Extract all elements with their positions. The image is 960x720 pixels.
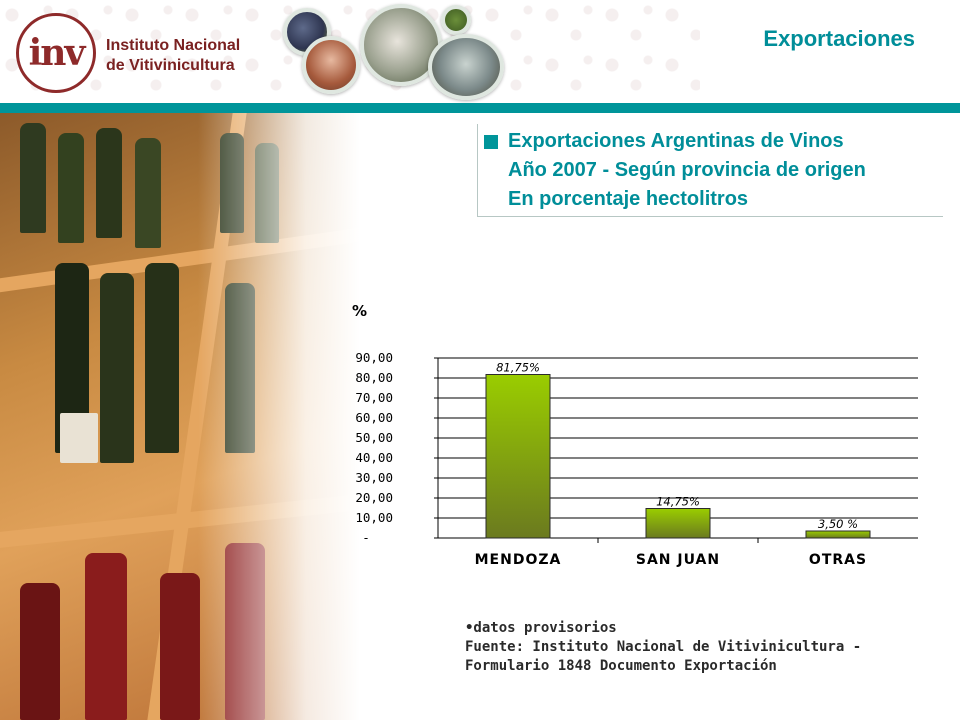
y-tick-label: 90,00 <box>355 350 393 365</box>
x-tick-label: OTRAS <box>809 552 867 568</box>
unit-label: % <box>352 302 367 320</box>
note-form: Formulario 1848 Documento Exportación <box>465 658 777 674</box>
data-label: 3,50 % <box>818 517 858 531</box>
y-tick-label: 30,00 <box>355 470 393 485</box>
title-bullet <box>484 135 498 149</box>
org-name-line1: Instituto Nacional <box>106 37 241 54</box>
y-tick-label: 70,00 <box>355 390 393 405</box>
bar-chart: % - 10,00 20,00 30,00 40,00 50,00 60,00 70,00 80,… <box>352 302 918 568</box>
y-tick-label: - <box>362 530 370 545</box>
chart-title-box: Exportaciones Argentinas de Vinos Año 20… <box>477 124 943 217</box>
org-name: Instituto Nacional de Vitivinicultura <box>106 36 240 76</box>
photo-fade <box>0 113 360 720</box>
y-tick-label: 60,00 <box>355 410 393 425</box>
note-source: Fuente: Instituto Nacional de Vitivinicu… <box>465 639 862 655</box>
chart-title-line1: Exportaciones Argentinas de Vinos <box>508 130 844 152</box>
data-label: 14,75% <box>656 495 700 509</box>
harvest-photo <box>428 34 504 100</box>
wine-cellar-photo <box>0 113 360 720</box>
inv-logo: inv <box>16 13 96 93</box>
x-tick-label: MENDOZA <box>475 552 562 568</box>
x-tick-label: SAN JUAN <box>636 552 720 568</box>
org-name-line2: de Vitivinicultura <box>106 57 235 74</box>
note-provisional: •datos provisorios <box>465 620 617 636</box>
leaf-photo <box>441 5 471 35</box>
lab-photo <box>302 36 360 94</box>
chart-title-line2: Año 2007 - Según provincia de origen <box>508 159 866 181</box>
header: inv Instituto Nacional de Vitivinicultur… <box>0 0 960 103</box>
y-tick-label: 20,00 <box>355 490 393 505</box>
y-tick-label: 10,00 <box>355 510 393 525</box>
data-label: 81,75% <box>496 361 540 375</box>
bar-otras <box>805 530 871 539</box>
chart-title-line3: En porcentaje hectolitros <box>508 188 749 210</box>
logo-letters: inv <box>28 32 86 74</box>
source-notes: •datos provisorios Fuente: Instituto Nac… <box>465 619 861 676</box>
y-tick-label: 50,00 <box>355 430 393 445</box>
bar-mendoza <box>485 374 551 539</box>
chart-title: Exportaciones Argentinas de Vinos Año 20… <box>508 127 866 214</box>
section-title: Exportaciones <box>763 26 915 51</box>
bar-san-juan <box>645 508 711 539</box>
y-tick-label: 40,00 <box>355 450 393 465</box>
header-divider <box>0 103 960 113</box>
y-tick-label: 80,00 <box>355 370 393 385</box>
